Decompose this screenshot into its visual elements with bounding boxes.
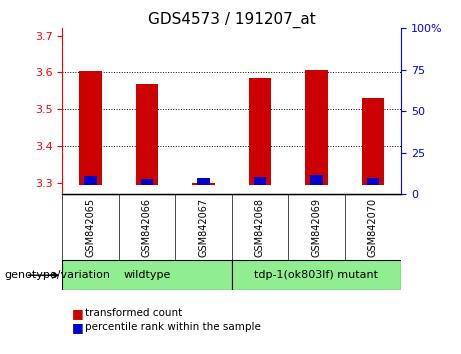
Title: GDS4573 / 191207_at: GDS4573 / 191207_at — [148, 12, 315, 28]
Text: ■: ■ — [71, 307, 83, 320]
Bar — [84, 176, 97, 185]
Text: GSM842066: GSM842066 — [142, 198, 152, 257]
Text: percentile rank within the sample: percentile rank within the sample — [85, 322, 261, 332]
Text: GSM842065: GSM842065 — [85, 198, 95, 257]
Bar — [361, 98, 384, 185]
Bar — [254, 177, 266, 185]
Bar — [248, 78, 271, 185]
Bar — [197, 178, 210, 185]
Text: tdp-1(ok803lf) mutant: tdp-1(ok803lf) mutant — [254, 270, 378, 280]
Bar — [310, 175, 323, 185]
Text: genotype/variation: genotype/variation — [5, 270, 111, 280]
Bar — [136, 84, 158, 185]
FancyBboxPatch shape — [231, 260, 401, 290]
Text: transformed count: transformed count — [85, 308, 183, 318]
Text: GSM842069: GSM842069 — [311, 198, 321, 257]
Text: wildtype: wildtype — [123, 270, 171, 280]
FancyBboxPatch shape — [62, 260, 231, 290]
Text: ■: ■ — [71, 321, 83, 334]
Bar — [366, 178, 379, 185]
Bar — [141, 179, 153, 185]
Bar — [305, 69, 328, 185]
Text: GSM842070: GSM842070 — [368, 198, 378, 257]
Text: GSM842067: GSM842067 — [198, 198, 208, 257]
Bar — [192, 183, 215, 185]
Bar — [79, 71, 102, 185]
Text: GSM842068: GSM842068 — [255, 198, 265, 257]
